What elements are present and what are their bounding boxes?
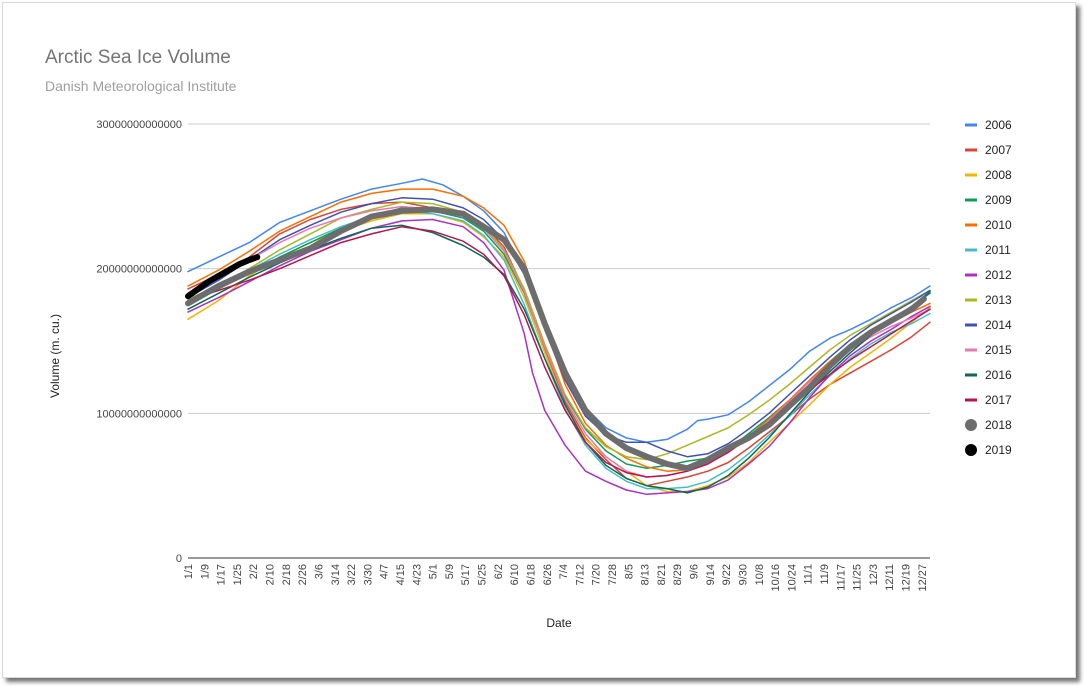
legend-label-2016: 2016 bbox=[985, 368, 1012, 382]
x-tick-label: 10/8 bbox=[754, 564, 766, 585]
series-line-2016 bbox=[187, 224, 931, 494]
y-axis-title: Volume (m. cu.) bbox=[48, 314, 62, 398]
x-tick-label: 10/24 bbox=[786, 564, 798, 592]
x-tick-label: 12/11 bbox=[884, 564, 896, 591]
x-tick-label: 6/2 bbox=[493, 564, 505, 579]
y-tick-label: 10000000000000 bbox=[96, 408, 182, 420]
x-tick-label: 1/17 bbox=[216, 564, 228, 585]
x-tick-label: 11/25 bbox=[852, 564, 864, 591]
legend-label-2012: 2012 bbox=[985, 268, 1012, 282]
x-tick-label: 2/2 bbox=[248, 564, 260, 579]
x-tick-label: 6/10 bbox=[509, 564, 521, 585]
x-tick-label: 3/30 bbox=[362, 564, 374, 585]
series-line-2017 bbox=[187, 225, 931, 478]
series-line-2010 bbox=[187, 188, 931, 472]
series-line-2006 bbox=[187, 178, 931, 444]
series-line-2014 bbox=[187, 197, 931, 458]
series-line-2007 bbox=[187, 201, 931, 487]
x-tick-label: 11/1 bbox=[803, 564, 815, 585]
legend-label-2010: 2010 bbox=[985, 218, 1012, 232]
x-tick-label: 5/1 bbox=[428, 564, 440, 579]
x-tick-label: 6/18 bbox=[525, 564, 537, 585]
x-tick-label: 11/17 bbox=[835, 564, 847, 591]
x-tick-label: 9/6 bbox=[689, 564, 701, 579]
y-tick-label: 20000000000000 bbox=[96, 264, 182, 276]
x-tick-label: 2/10 bbox=[265, 564, 277, 585]
x-tick-label: 1/25 bbox=[232, 564, 244, 585]
x-tick-label: 10/16 bbox=[770, 564, 782, 592]
x-tick-label: 3/6 bbox=[313, 564, 325, 579]
legend-label-2013: 2013 bbox=[985, 293, 1012, 307]
y-tick-labels: 0 10000000000000 20000000000000 30000000000… bbox=[96, 119, 182, 565]
x-axis-title: Date bbox=[546, 616, 572, 630]
x-tick-label: 8/29 bbox=[672, 564, 684, 585]
legend-label-2008: 2008 bbox=[985, 168, 1012, 182]
x-tick-label: 5/9 bbox=[444, 564, 456, 579]
x-tick-label: 12/19 bbox=[901, 564, 913, 592]
x-tick-label: 6/26 bbox=[542, 564, 554, 585]
legend-label-2018: 2018 bbox=[985, 418, 1012, 432]
x-tick-label: 2/26 bbox=[297, 564, 309, 585]
gridlines bbox=[188, 123, 930, 559]
x-tick-label: 9/30 bbox=[737, 564, 749, 585]
x-tick-label: 8/13 bbox=[640, 564, 652, 585]
x-tick-label: 7/20 bbox=[591, 564, 603, 585]
x-tick-label: 3/22 bbox=[346, 564, 358, 585]
x-tick-label: 8/5 bbox=[623, 564, 635, 579]
x-tick-label: 12/3 bbox=[868, 564, 880, 585]
x-tick-label: 1/1 bbox=[183, 564, 195, 579]
legend-label-2015: 2015 bbox=[985, 343, 1012, 357]
legend-label-2006: 2006 bbox=[985, 118, 1012, 132]
x-tick-label: 5/25 bbox=[477, 564, 489, 585]
series-line-2009 bbox=[187, 207, 931, 470]
series-line-2013 bbox=[187, 201, 931, 461]
x-tick-label: 9/14 bbox=[705, 564, 717, 585]
x-tick-label: 4/15 bbox=[395, 564, 407, 585]
series-line-2018 bbox=[185, 206, 927, 472]
legend-label-2017: 2017 bbox=[985, 393, 1012, 407]
x-tick-label: 12/27 bbox=[917, 564, 929, 592]
x-tick-label: 4/23 bbox=[411, 564, 423, 585]
legend: 2006 2007 2008 2009 2010 2011 2012 2013 2014 2015… bbox=[965, 118, 1012, 457]
y-tick-label: 30000000000000 bbox=[96, 119, 182, 131]
series-lines bbox=[185, 178, 931, 496]
x-tick-label: 4/7 bbox=[379, 564, 391, 579]
x-tick-label: 2/18 bbox=[281, 564, 293, 585]
x-tick-label: 8/21 bbox=[656, 564, 668, 585]
legend-marker-2019 bbox=[965, 444, 977, 456]
x-tick-label: 7/12 bbox=[574, 564, 586, 585]
legend-label-2009: 2009 bbox=[985, 193, 1012, 207]
x-tick-label: 7/4 bbox=[558, 564, 570, 579]
chart-frame bbox=[2, 2, 1076, 678]
legend-label-2011: 2011 bbox=[985, 243, 1011, 257]
legend-label-2019: 2019 bbox=[985, 443, 1012, 457]
x-tick-labels: 1/1 1/9 1/17 1/25 2/2 2/10 2/18 2/26 3/6 3/14 3/22… bbox=[183, 564, 929, 592]
chart-title: Arctic Sea Ice Volume bbox=[45, 47, 231, 68]
x-tick-label: 7/28 bbox=[607, 564, 619, 585]
y-tick-label: 0 bbox=[176, 553, 182, 565]
x-tick-label: 1/9 bbox=[199, 564, 211, 579]
legend-label-2014: 2014 bbox=[985, 318, 1012, 332]
legend-marker-2018 bbox=[965, 419, 977, 431]
x-tick-label: 3/14 bbox=[330, 564, 342, 585]
x-tick-label: 5/17 bbox=[460, 564, 472, 585]
legend-label-2007: 2007 bbox=[985, 143, 1012, 157]
x-tick-label: 11/9 bbox=[819, 564, 831, 585]
series-line-2019 bbox=[185, 254, 261, 300]
x-tick-label: 9/22 bbox=[721, 564, 733, 585]
chart-subtitle: Danish Meteorological Institute bbox=[45, 78, 237, 94]
